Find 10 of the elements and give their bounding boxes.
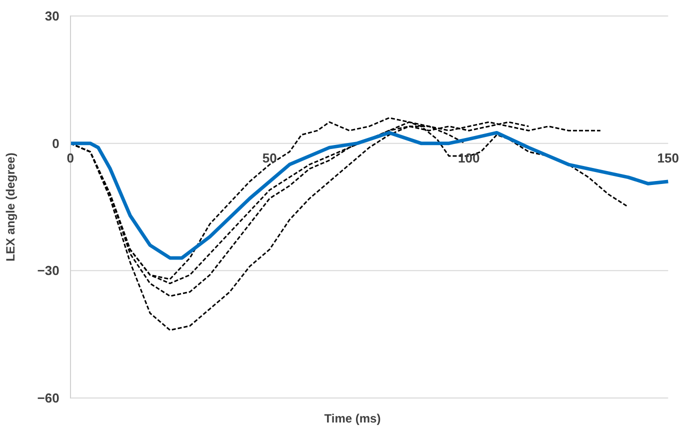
x-axis-title: Time (ms) — [324, 412, 381, 426]
x-tick-label: 0 — [66, 150, 74, 166]
y-tick-label: −30 — [37, 263, 60, 278]
y-axis-title: LEX angle (degree) — [4, 152, 18, 262]
x-tick-label: 50 — [262, 150, 277, 166]
y-tick-label: 30 — [44, 8, 60, 24]
y-tick-label: −60 — [37, 390, 60, 406]
y-tick-label: 0 — [52, 136, 60, 151]
x-tick-label: 100 — [458, 150, 480, 166]
x-tick-label: 150 — [657, 150, 680, 166]
